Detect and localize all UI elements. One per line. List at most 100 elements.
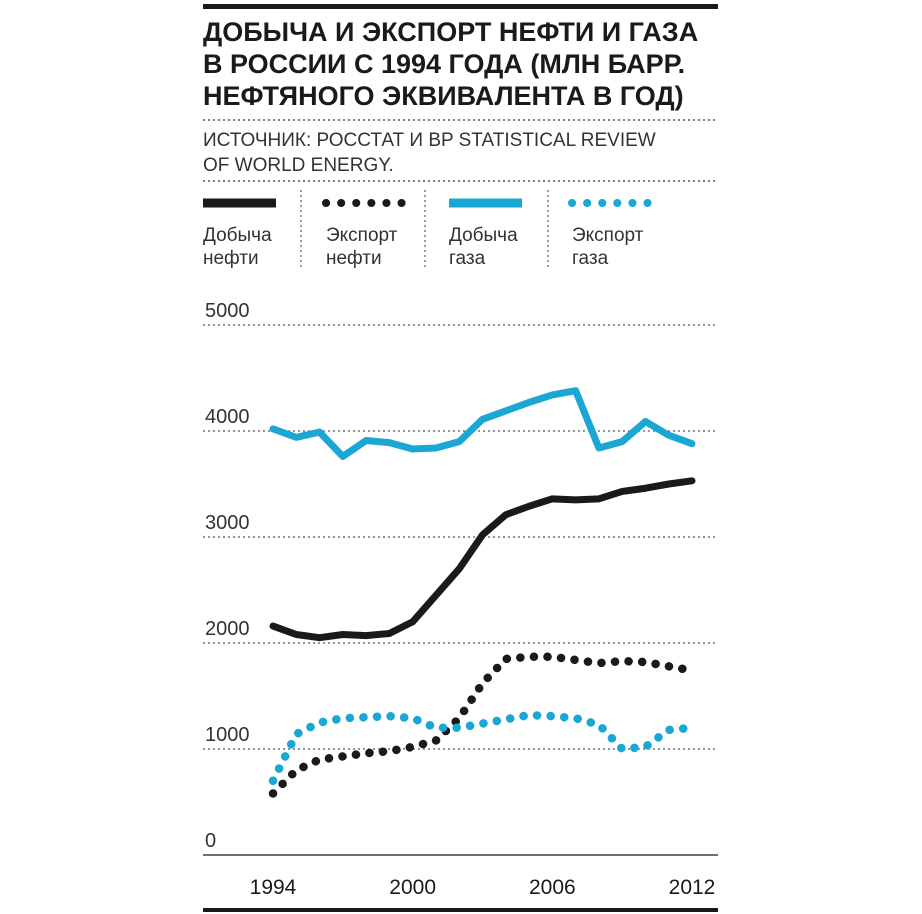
data-point-gas-export-2008	[598, 724, 600, 726]
legend-label-oil-export-line-2: нефти	[326, 248, 382, 269]
data-point-oil-production-1998	[365, 635, 367, 637]
series-dotted-line-gas-export	[268, 710, 697, 786]
data-point-gas-export-1996	[319, 722, 321, 724]
data-point-gas-export-2011	[668, 729, 670, 731]
y-axis-ticks: 5000 4000 3000 2000 1000 0	[205, 300, 250, 852]
data-point-gas-production-1997	[342, 455, 344, 457]
series-gas-production	[269, 387, 696, 460]
series-line-gas-production	[269, 387, 696, 460]
data-point-oil-export-2009	[621, 660, 623, 662]
x-tick-label-2006: 2006	[529, 876, 576, 899]
data-point-oil-production-2009	[621, 490, 623, 492]
data-point-oil-production-2008	[598, 498, 600, 500]
bottom-rule	[203, 908, 718, 912]
source-line-1: ИСТОЧНИК: РОССТАТ И BP STATISTICAL REVIE…	[203, 130, 656, 151]
data-point-gas-export-1995	[295, 733, 297, 735]
data-point-oil-export-2001	[435, 740, 437, 742]
data-point-oil-production-1994	[272, 625, 274, 627]
y-tick-label-2000: 2000	[205, 618, 250, 640]
legend-item-oil-export: Экспорт нефти	[322, 199, 406, 269]
legend-label-gas-production-line-2: газа	[449, 248, 486, 269]
series-gas-export	[268, 710, 697, 786]
data-point-oil-export-1994	[272, 793, 274, 795]
legend-label-gas-export-line-2: газа	[572, 248, 609, 269]
series-dotted-line-oil-export	[268, 652, 697, 798]
data-point-gas-export-2009	[621, 748, 623, 750]
data-point-oil-export-2002	[458, 717, 460, 719]
legend-item-gas-export: Экспорт газа	[568, 199, 652, 269]
data-point-gas-export-2001	[435, 727, 437, 729]
legend-label-oil-export-line-1: Экспорт	[326, 225, 398, 246]
legend-label-gas-production-line-1: Добыча	[449, 225, 518, 246]
legend-label-oil-production-line-1: Добыча	[203, 225, 272, 246]
plot-series	[268, 387, 697, 798]
series-line-oil-production	[269, 477, 696, 642]
y-tick-label-1000: 1000	[205, 724, 250, 746]
data-point-oil-production-2005	[528, 505, 530, 507]
data-point-gas-export-2004	[505, 718, 507, 720]
data-point-oil-production-2006	[551, 498, 553, 500]
x-tick-label-1994: 1994	[250, 876, 297, 899]
data-point-gas-export-2006	[551, 715, 553, 717]
data-point-gas-export-2010	[644, 746, 646, 748]
data-point-oil-export-2010	[644, 661, 646, 663]
data-point-oil-production-2002	[458, 568, 460, 570]
y-tick-label-5000: 5000	[205, 300, 250, 322]
gridlines	[203, 324, 718, 750]
data-point-oil-production-2004	[505, 514, 507, 516]
data-point-gas-export-2002	[458, 727, 460, 729]
data-point-oil-production-2007	[575, 499, 577, 501]
data-point-gas-export-1998	[365, 716, 367, 718]
series-oil-production	[269, 477, 696, 642]
data-point-oil-production-2012	[691, 480, 693, 482]
data-point-oil-production-2003	[482, 534, 484, 536]
data-point-oil-production-1997	[342, 634, 344, 636]
data-point-gas-production-2003	[482, 418, 484, 420]
data-point-gas-production-2009	[621, 441, 623, 443]
chart-title-line-3: НЕФТЯНОГО ЭКВИВАЛЕНТА В ГОД)	[203, 81, 684, 111]
y-tick-label-0: 0	[205, 830, 216, 852]
data-point-gas-production-1998	[365, 440, 367, 442]
data-point-oil-export-2003	[482, 682, 484, 684]
legend-item-gas-production: Добыча газа	[449, 198, 522, 269]
data-point-oil-production-1996	[319, 637, 321, 639]
legend-item-oil-production: Добыча нефти	[203, 198, 276, 269]
data-point-gas-export-2003	[482, 723, 484, 725]
data-point-gas-production-2007	[575, 390, 577, 392]
data-point-gas-export-2000	[412, 717, 414, 719]
data-point-oil-export-2004	[505, 658, 507, 660]
x-tick-label-2012: 2012	[669, 876, 716, 899]
data-point-gas-production-1996	[319, 431, 321, 433]
data-point-oil-production-2011	[668, 483, 670, 485]
data-point-oil-export-2005	[528, 656, 530, 658]
data-point-gas-production-2012	[691, 443, 693, 445]
data-point-gas-export-2012	[691, 727, 693, 729]
data-point-gas-production-2008	[598, 447, 600, 449]
legend: Добыча нефти Экспорт нефти Добыча газа Э…	[203, 190, 652, 269]
data-point-oil-export-1995	[295, 769, 297, 771]
data-point-oil-export-1999	[388, 750, 390, 752]
data-point-oil-export-1997	[342, 755, 344, 757]
data-point-gas-production-2001	[435, 447, 437, 449]
y-tick-label-4000: 4000	[205, 406, 250, 428]
top-rule	[203, 4, 718, 9]
data-point-oil-production-2000	[412, 621, 414, 623]
legend-label-gas-export-line-1: Экспорт	[572, 225, 644, 246]
x-axis-ticks: 1994 2000 2006 2012	[250, 876, 716, 899]
data-point-oil-export-2012	[691, 670, 693, 672]
data-point-oil-export-2007	[575, 659, 577, 661]
data-point-gas-production-2010	[644, 420, 646, 422]
data-point-oil-export-2008	[598, 662, 600, 664]
data-point-gas-production-2011	[668, 434, 670, 436]
data-point-oil-export-2011	[668, 665, 670, 667]
data-point-gas-production-2006	[551, 394, 553, 396]
y-tick-label-3000: 3000	[205, 512, 250, 534]
data-point-oil-production-1995	[295, 634, 297, 636]
chart-title-line-2: В РОССИИ С 1994 ГОДА (МЛН БАРР.	[203, 49, 685, 79]
data-point-gas-production-2000	[412, 448, 414, 450]
data-point-gas-production-2005	[528, 401, 530, 403]
data-point-gas-production-1994	[272, 428, 274, 430]
data-point-oil-export-2000	[412, 746, 414, 748]
data-point-gas-production-2004	[505, 410, 507, 412]
